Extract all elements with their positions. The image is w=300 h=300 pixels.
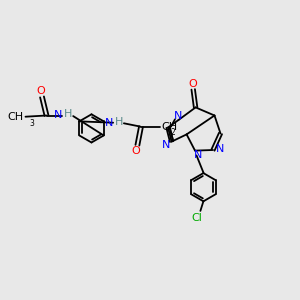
Text: 2: 2 xyxy=(170,128,175,137)
Text: N: N xyxy=(162,140,171,150)
Text: N: N xyxy=(53,110,62,121)
Text: 3: 3 xyxy=(30,119,34,128)
Text: O: O xyxy=(189,79,198,89)
Text: CH: CH xyxy=(7,112,23,122)
Text: CH: CH xyxy=(161,122,177,132)
Text: N: N xyxy=(194,150,202,160)
Text: N: N xyxy=(104,118,113,128)
Text: N: N xyxy=(215,144,224,154)
Text: O: O xyxy=(36,86,45,97)
Text: H: H xyxy=(115,117,123,127)
Text: Cl: Cl xyxy=(191,213,202,224)
Text: O: O xyxy=(131,146,140,156)
Text: N: N xyxy=(174,111,183,121)
Text: H: H xyxy=(64,109,72,119)
